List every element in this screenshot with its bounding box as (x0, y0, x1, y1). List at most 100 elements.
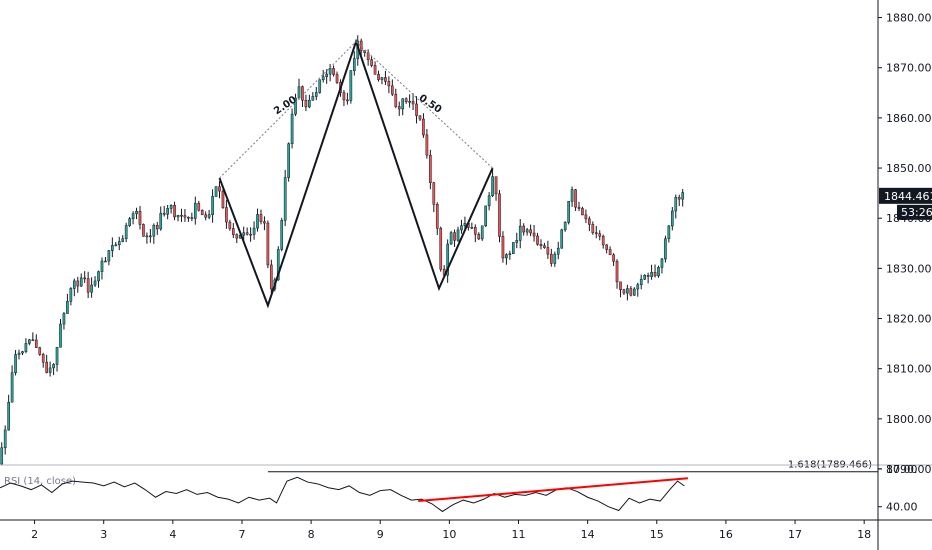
candle-body (677, 197, 681, 200)
candle-body (550, 253, 553, 264)
candle-body (72, 280, 76, 289)
candle-body (449, 232, 453, 245)
candle-body (97, 271, 100, 282)
candle-body (453, 232, 456, 241)
rsi-line (0, 476, 685, 513)
candle-body (107, 250, 111, 262)
candle-body (646, 274, 650, 277)
candle-body (577, 206, 581, 209)
candle-body (104, 260, 107, 263)
candle-body (197, 202, 201, 211)
candle-body (352, 58, 356, 71)
candle-body (335, 74, 339, 83)
last-price-box (879, 187, 932, 204)
candle-body (629, 288, 633, 296)
candle-body (636, 284, 640, 290)
price-tick-label: 1860.000 (886, 112, 932, 125)
candle-body (435, 204, 439, 229)
candle-body (529, 229, 532, 234)
candle-body (487, 195, 491, 207)
time-tick-label: 17 (788, 528, 802, 541)
candles-layer (0, 35, 685, 465)
candle-body (228, 221, 232, 229)
candle-body (83, 277, 87, 280)
candle-body (594, 232, 598, 235)
rsi-tick-label: 80.00 (886, 463, 918, 476)
candle-body (138, 210, 142, 225)
price-axis[interactable]: 1880.0001870.0001860.0001850.0001840.000… (878, 12, 932, 476)
candle-body (394, 93, 398, 107)
pattern-ratio-line-bd (355, 41, 493, 169)
candle-body (149, 235, 152, 238)
candle-body (505, 254, 508, 259)
candle-body (204, 214, 207, 218)
candle-body (525, 229, 529, 233)
candle-body (332, 68, 335, 75)
main-panel[interactable]: 2.00 0.50 1.618(1789.466) (0, 0, 878, 473)
candle-body (584, 214, 588, 220)
candle-body (117, 241, 121, 246)
candle-body (235, 234, 239, 239)
time-axis[interactable]: 2 3 4 7 8 9 10 11 14 15 16 17 18 (31, 520, 871, 541)
candle-body (152, 224, 156, 237)
candle-body (69, 288, 73, 302)
candle-body (536, 235, 539, 245)
price-tick-label: 1790.000 (886, 463, 932, 476)
candle-body (622, 289, 626, 294)
candle-body (225, 207, 228, 223)
candle-body (221, 190, 225, 208)
candle-body (484, 205, 487, 227)
rsi-divergence-trendline[interactable] (418, 477, 688, 503)
candle-body (41, 354, 45, 363)
candle-body (560, 229, 564, 249)
rsi-axis[interactable]: 80.00 40.00 (878, 463, 918, 514)
candle-body (38, 347, 42, 355)
rsi-panel[interactable]: RSI (14, close) (0, 476, 688, 513)
candle-body (477, 233, 481, 240)
candle-body (66, 301, 69, 314)
candle-body (114, 244, 118, 247)
candle-body (266, 222, 270, 266)
candle-body (657, 267, 660, 277)
candle-body (346, 99, 349, 102)
candle-body (245, 232, 249, 235)
candle-body (408, 101, 411, 103)
candle-body (359, 40, 363, 51)
price-tick-label: 1850.000 (886, 162, 932, 175)
candle-body (166, 208, 169, 215)
time-tick-label: 4 (169, 528, 176, 541)
candle-body (62, 313, 66, 325)
candle-body (411, 101, 415, 105)
candle-body (567, 201, 570, 223)
candle-body (553, 253, 557, 264)
candle-body (242, 232, 246, 236)
candle-body (297, 86, 301, 99)
time-tick-label: 7 (238, 528, 245, 541)
candle-body (480, 225, 484, 240)
candle-body (494, 176, 498, 195)
candle-body (574, 189, 577, 208)
candle-body (86, 278, 90, 293)
candle-body (370, 59, 373, 66)
candle-body (45, 361, 48, 373)
candle-body (556, 247, 560, 255)
candle-body (162, 213, 166, 215)
last-price-value: 1844.461 (884, 190, 932, 203)
candle-body (380, 77, 384, 80)
candle-body (142, 224, 145, 237)
candle-body (391, 85, 394, 95)
candle-body (173, 205, 176, 218)
candle-body (404, 98, 408, 103)
candle-body (135, 210, 138, 215)
candle-body (612, 254, 615, 262)
last-price-tag: 1844.461 53:26 (879, 187, 932, 220)
time-tick-label: 3 (100, 528, 107, 541)
candle-body (31, 339, 35, 341)
time-tick-label: 14 (581, 528, 595, 541)
candle-body (200, 210, 204, 216)
candle-body (252, 227, 256, 235)
candle-body (539, 244, 543, 246)
candle-body (664, 238, 667, 260)
candle-body (518, 225, 522, 241)
